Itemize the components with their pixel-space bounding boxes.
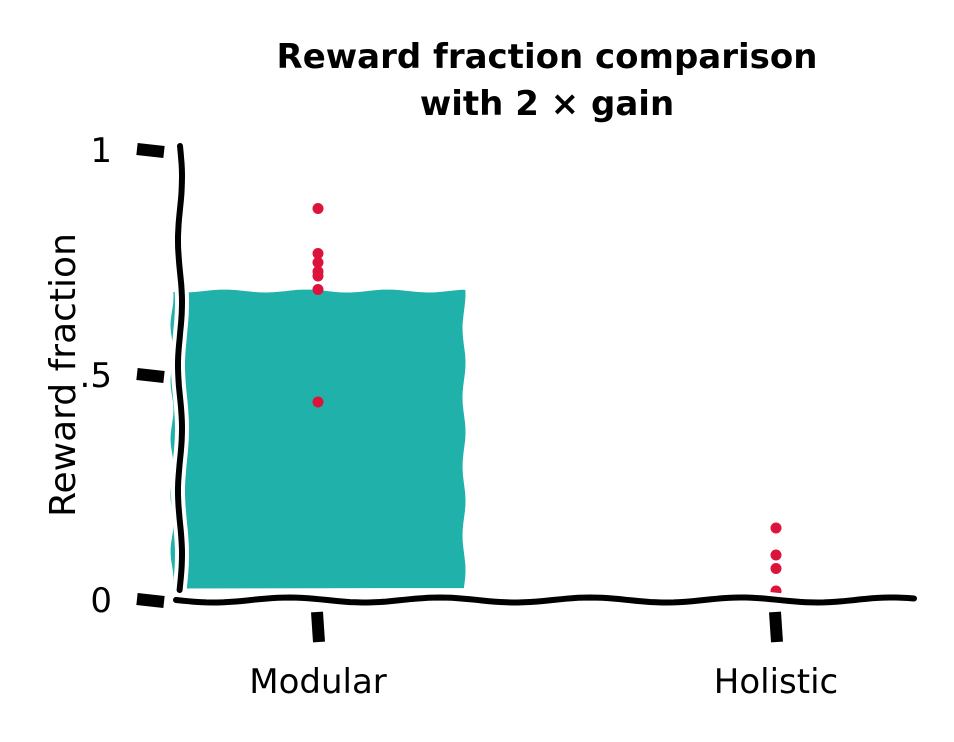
data-point-modular-1 [312, 203, 324, 214]
data-point-holistic-3 [770, 563, 782, 574]
data-point-modular-6 [312, 284, 324, 295]
y-axis-label: Reward fraction [43, 233, 84, 517]
ticks-layer: 0 .5 1 Modular Holistic [80, 131, 839, 702]
bars-layer [167, 286, 923, 595]
y-tick-mark-1 [136, 593, 165, 608]
x-tick-mark-holistic [769, 611, 783, 643]
x-tick-label-modular: Modular [249, 662, 387, 702]
x-tick-label-holistic: Holistic [714, 662, 838, 702]
y-tick-label-1: 0 [90, 581, 112, 621]
y-tick-mark-2 [136, 368, 165, 383]
axes-layer [169, 139, 921, 610]
data-point-modular-5 [312, 270, 324, 282]
data-point-modular-3 [312, 257, 324, 268]
data-point-holistic-2 [770, 549, 782, 561]
y-tick-mark-3 [136, 143, 165, 158]
data-point-modular-2 [312, 248, 324, 259]
y-tick-label-2: .5 [80, 356, 112, 396]
chart-title-line-1: Reward fraction comparison [277, 37, 818, 77]
chart-title-line-2: with 2 × gain [420, 84, 674, 124]
points-layer [312, 203, 782, 597]
x-tick-mark-modular [311, 611, 325, 643]
y-tick-label-3: 1 [90, 131, 112, 171]
x-axis-line [173, 594, 917, 606]
y-axis-line [175, 143, 186, 593]
data-point-holistic-1 [770, 522, 782, 534]
data-point-modular-7 [312, 396, 324, 408]
bar-modular [167, 286, 469, 592]
